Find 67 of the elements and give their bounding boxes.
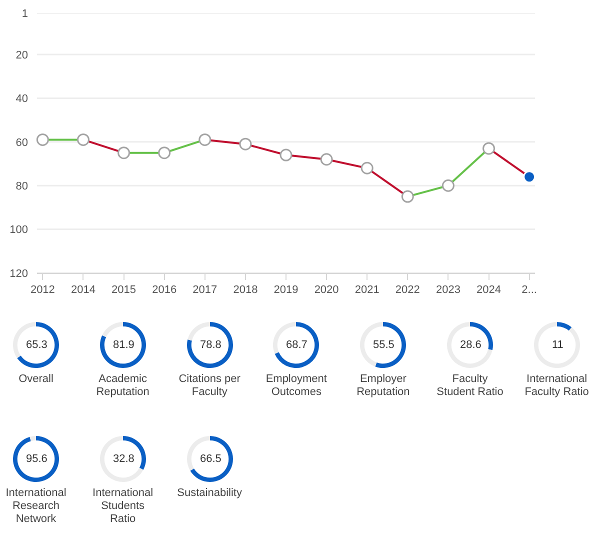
text: Academic Reputation	[95, 372, 150, 398]
donut-slice	[187, 322, 210, 340]
point	[118, 146, 130, 160]
point	[442, 179, 454, 192]
text: Faculty Student Ratio	[436, 372, 504, 398]
text: 65.3	[26, 338, 48, 350]
x-tick-label: 2...	[522, 284, 537, 296]
x-tick-label: 2012	[30, 284, 55, 296]
point	[360, 162, 374, 174]
point	[158, 146, 171, 160]
donut-slice	[190, 436, 233, 482]
donut-slice	[17, 322, 59, 368]
text: Employer Reputation	[356, 372, 411, 398]
x-tick-label: 2021	[354, 284, 380, 296]
x-tick-label: 2017	[192, 284, 218, 296]
text: 32.8	[112, 452, 134, 465]
point	[320, 153, 333, 166]
donut-slice	[100, 322, 146, 368]
text: 28.6	[460, 338, 482, 350]
donut-slice	[186, 322, 233, 368]
point	[76, 133, 90, 146]
text: 11	[552, 338, 564, 350]
text: 68.7	[286, 338, 308, 350]
x-tick-label: 2024	[476, 284, 502, 296]
text: International Faculty Ratio	[524, 372, 590, 398]
text: Sustainability	[176, 486, 243, 500]
point	[523, 170, 536, 184]
y-tick-label: 80	[16, 180, 28, 192]
y-tick-label: 20	[16, 49, 28, 62]
point	[239, 138, 252, 150]
text: Citations per Faculty	[178, 372, 242, 398]
y-tick-label: 1	[22, 8, 28, 20]
point	[36, 133, 49, 146]
donut-slice	[275, 322, 320, 368]
y-tick-label: 60	[16, 136, 28, 149]
text: 95.6	[26, 452, 48, 465]
point	[280, 148, 292, 162]
text: International Research Network	[4, 486, 68, 526]
x-tick-label: 2022	[395, 284, 420, 296]
text: 81.9	[112, 338, 134, 350]
text: 55.5	[373, 338, 395, 350]
donut-slice	[556, 322, 572, 330]
donut-slice	[447, 322, 492, 368]
y-tick-label: 120	[10, 268, 28, 280]
x-tick-label: 2019	[274, 284, 298, 296]
x-tick-label: 2015	[112, 284, 136, 296]
point	[401, 190, 414, 203]
text: Overall	[18, 372, 54, 386]
donut-slice	[30, 436, 36, 441]
point	[482, 142, 496, 155]
y-tick-label: 40	[16, 93, 28, 106]
x-tick-label: 2023	[436, 284, 460, 296]
x-tick-label: 2020	[314, 284, 339, 296]
x-tick-label: 2016	[152, 284, 177, 296]
text: 78.8	[200, 338, 222, 350]
donut-slice	[102, 322, 123, 337]
point	[198, 133, 212, 146]
text: 66.5	[200, 452, 222, 465]
text: Employment Outcomes	[264, 372, 328, 398]
donut-slice	[13, 436, 59, 482]
y-tick-label: 100	[10, 224, 28, 236]
x-tick-label: 2014	[70, 284, 96, 296]
donut-slice	[100, 436, 144, 482]
x-tick-label: 2018	[233, 284, 258, 296]
donut-slice	[534, 322, 580, 368]
donut-slice	[375, 322, 406, 368]
text: International Students Ratio	[92, 486, 154, 526]
